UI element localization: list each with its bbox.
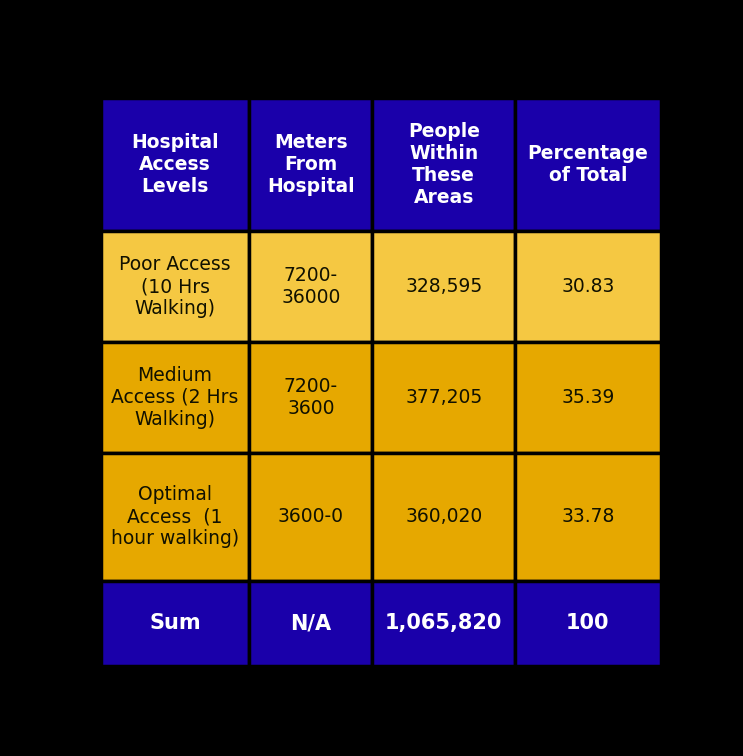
Text: 30.83: 30.83 <box>561 277 614 296</box>
Bar <box>515 453 661 581</box>
Bar <box>101 98 249 231</box>
Text: 33.78: 33.78 <box>561 507 614 526</box>
Bar <box>372 581 515 666</box>
Bar <box>249 98 372 231</box>
Text: Poor Access
(10 Hrs
Walking): Poor Access (10 Hrs Walking) <box>120 255 231 318</box>
Bar <box>249 453 372 581</box>
Bar <box>101 231 249 342</box>
Text: Meters
From
Hospital: Meters From Hospital <box>267 133 354 196</box>
Bar <box>372 231 515 342</box>
Bar <box>249 231 372 342</box>
Bar <box>515 98 661 231</box>
Bar <box>515 581 661 666</box>
Text: 360,020: 360,020 <box>405 507 482 526</box>
Bar <box>515 342 661 453</box>
Bar <box>101 453 249 581</box>
Bar <box>372 342 515 453</box>
Text: 35.39: 35.39 <box>561 388 614 407</box>
Text: 7200-
36000: 7200- 36000 <box>281 266 340 307</box>
Bar <box>249 581 372 666</box>
Text: 3600-0: 3600-0 <box>278 507 344 526</box>
Bar <box>372 98 515 231</box>
Bar <box>101 581 249 666</box>
Text: 1,065,820: 1,065,820 <box>385 613 502 634</box>
Text: 328,595: 328,595 <box>405 277 482 296</box>
Text: 377,205: 377,205 <box>405 388 482 407</box>
Text: Medium
Access (2 Hrs
Walking): Medium Access (2 Hrs Walking) <box>111 366 239 429</box>
Text: Hospital
Access
Levels: Hospital Access Levels <box>132 133 219 196</box>
Text: Percentage
of Total: Percentage of Total <box>528 144 649 185</box>
Bar <box>515 231 661 342</box>
Text: 100: 100 <box>566 613 609 634</box>
Text: N/A: N/A <box>291 613 331 634</box>
Bar <box>372 453 515 581</box>
Bar <box>101 342 249 453</box>
Bar <box>249 342 372 453</box>
Text: 7200-
3600: 7200- 3600 <box>284 377 338 418</box>
Text: People
Within
These
Areas: People Within These Areas <box>408 122 480 207</box>
Text: Sum: Sum <box>149 613 201 634</box>
Text: Optimal
Access  (1
hour walking): Optimal Access (1 hour walking) <box>111 485 239 548</box>
